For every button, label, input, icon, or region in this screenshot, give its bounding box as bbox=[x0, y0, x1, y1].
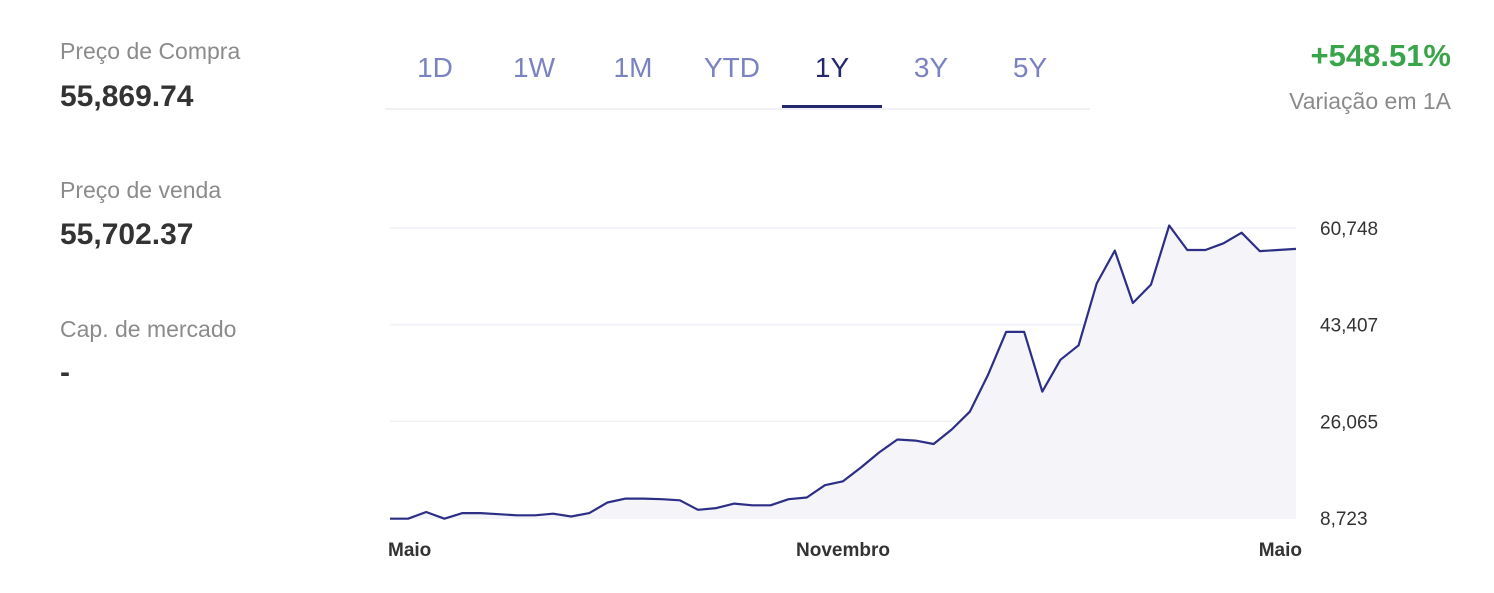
y-tick-label: 26,065 bbox=[1320, 412, 1378, 433]
stat-cap-label: Cap. de mercado bbox=[60, 316, 237, 342]
tab-ytd[interactable]: YTD bbox=[704, 52, 760, 83]
stat-sell-value: 55,702.37 bbox=[60, 218, 194, 251]
x-tick-label: Novembro bbox=[796, 540, 890, 561]
tab-1m[interactable]: 1M bbox=[613, 52, 653, 83]
y-tick-label: 8,723 bbox=[1320, 509, 1368, 530]
tab-3y[interactable]: 3Y bbox=[913, 52, 949, 83]
x-tick-label: Maio bbox=[388, 540, 431, 561]
chart-area-fill bbox=[390, 225, 1296, 519]
change-percent: +548.51% bbox=[1310, 38, 1451, 73]
stat-sell-label: Preço de venda bbox=[60, 177, 222, 203]
stat-buy-label: Preço de Compra bbox=[60, 38, 241, 64]
y-axis-ticks: 60,748 43,407 26,065 8,723 bbox=[1320, 219, 1378, 530]
stat-buy-value: 55,869.74 bbox=[60, 80, 194, 113]
tab-1d[interactable]: 1D bbox=[417, 52, 453, 83]
x-tick-label: Maio bbox=[1259, 540, 1302, 561]
tab-5y[interactable]: 5Y bbox=[1012, 52, 1048, 83]
y-tick-label: 60,748 bbox=[1320, 219, 1378, 240]
chart-price-line bbox=[390, 224, 1297, 520]
range-tabs: 1D 1W 1M YTD 1Y 3Y 5Y bbox=[385, 40, 1090, 110]
tab-1w[interactable]: 1W bbox=[513, 52, 555, 83]
change-label: Variação em 1A bbox=[1289, 88, 1451, 114]
stat-cap-value: - bbox=[60, 356, 70, 389]
y-tick-label: 43,407 bbox=[1320, 316, 1378, 337]
tab-1y[interactable]: 1Y bbox=[782, 40, 882, 108]
